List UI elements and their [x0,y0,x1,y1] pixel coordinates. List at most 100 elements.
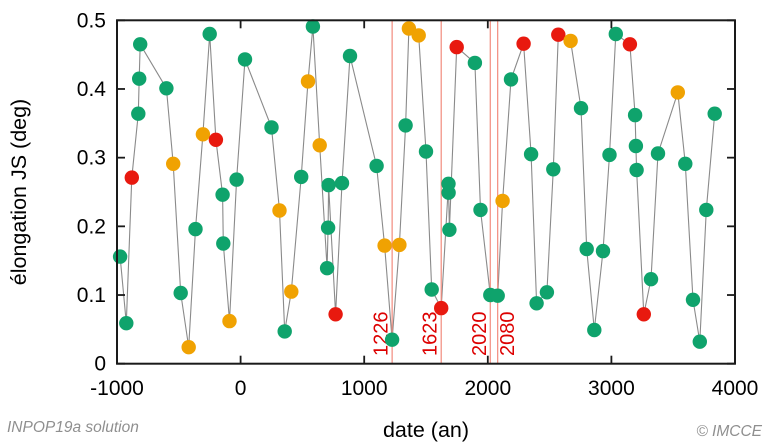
data-point [173,285,188,301]
data-point [418,144,434,159]
data-point [342,48,358,64]
data-point [628,138,644,154]
data-point [398,118,413,133]
x-tick-label: 4000 [712,377,759,400]
data-point [159,81,174,96]
data-point [670,85,685,100]
data-point [321,177,336,193]
data-point [441,185,456,200]
x-tick-label: 0 [235,377,247,400]
data-point [294,169,309,185]
data-point [516,36,531,51]
data-point [523,147,539,162]
data-point [699,202,714,218]
conjunction-polyline [119,26,716,348]
data-point [384,332,400,347]
data-point [305,19,321,34]
data-point [312,138,327,153]
data-point [319,261,335,276]
x-axis-label: date (an) [383,418,469,442]
data-point [467,55,483,71]
data-point [369,158,384,174]
data-point [650,146,666,161]
data-point [133,37,148,52]
data-point [229,172,244,187]
plot-area: 1226 1623 2020 2080-1000 0 1000 2000 3000 400000… [77,9,759,400]
data-point [181,340,196,355]
x-tick-label: 2000 [464,377,511,400]
y-tick-label: 0 [94,353,106,376]
plot-frame [116,19,736,365]
data-point [424,282,439,297]
data-point [678,156,693,171]
data-point [222,313,237,329]
y-tick-label: 0.1 [77,284,106,307]
data-point [392,237,407,253]
data-point [119,316,134,331]
data-point [320,220,336,235]
data-point [442,222,457,237]
data-point [328,307,343,322]
data-point [473,202,488,218]
x-tick-label: 1000 [341,377,388,400]
footer-copyright-label: © IMCCE [696,423,762,440]
data-point [434,300,449,316]
data-point [334,175,350,191]
data-point [595,243,611,259]
x-tick-label: 3000 [588,377,635,400]
data-point [608,26,623,42]
data-point [579,241,594,257]
data-point [643,272,659,287]
y-axis-label: élongation JS (deg) [7,99,31,285]
data-point [627,107,643,123]
data-point [237,52,253,67]
event-year-label-2020: 2020 [469,312,491,357]
data-point [188,221,203,237]
data-point [539,285,555,300]
data-point [563,33,578,49]
data-point [124,170,139,185]
data-point [622,37,638,52]
data-point [284,284,299,299]
x-tick-label: -1000 [90,377,144,400]
data-point [707,106,722,121]
y-tick-label: 0.3 [77,147,106,170]
data-point [503,72,519,87]
data-point [411,28,426,43]
data-point [277,324,292,339]
data-point [132,71,147,86]
data-point [587,322,602,338]
data-point [685,292,701,307]
data-point [202,26,217,42]
event-year-label-1623: 1623 [420,312,442,357]
data-point [216,236,231,251]
data-point [300,74,316,89]
data-point [495,193,510,209]
y-tick-label: 0.4 [77,78,107,101]
data-point [636,307,651,322]
y-tick-label: 0.5 [77,9,106,32]
data-point [546,162,561,177]
data-point [272,203,287,218]
data-point [112,249,128,264]
data-point [166,156,181,171]
data-point [264,120,279,135]
data-point [131,106,146,121]
data-point [208,132,224,147]
data-point [529,296,544,311]
data-point [629,162,644,178]
data-point [215,187,230,202]
data-point [449,39,464,55]
data-point [692,334,707,349]
data-point [551,27,566,42]
data-point [602,147,617,163]
event-year-label-2080: 2080 [497,312,519,357]
data-point [573,101,589,116]
y-tick-label: 0.2 [77,215,106,238]
data-point [490,288,505,303]
data-point [377,238,392,253]
footer-solution-label: INPOP19a solution [7,419,139,436]
data-point [195,127,211,142]
